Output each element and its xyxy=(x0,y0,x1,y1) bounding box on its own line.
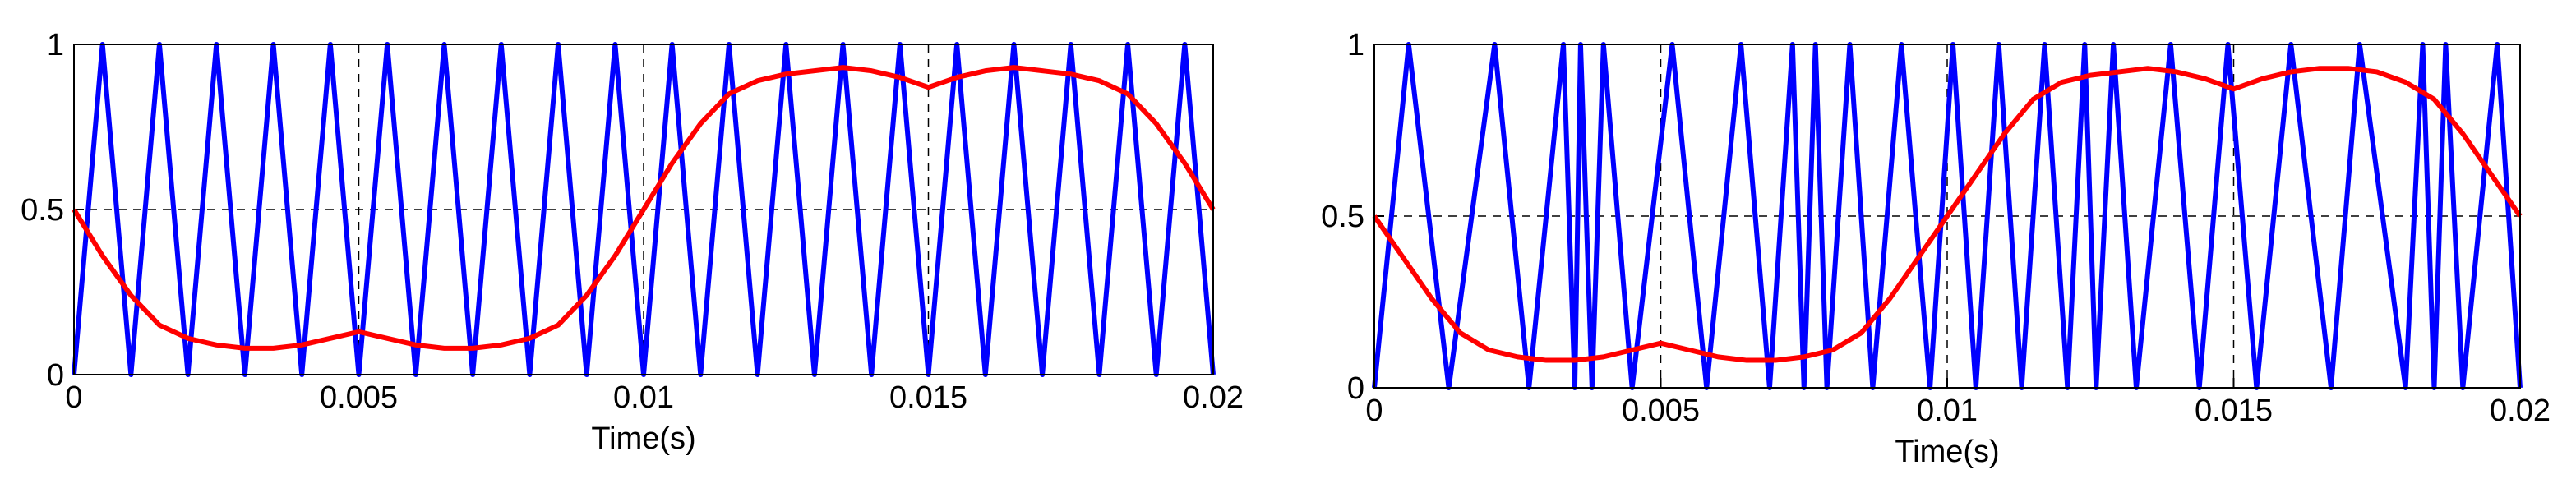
subplot: 0 0.005 0.01 0.015 0.02 0 0.5 1 Time(s) xyxy=(1321,28,2551,469)
x-tick-label: 0.01 xyxy=(613,380,674,415)
x-axis-label: Time(s) xyxy=(1895,435,1999,469)
x-tick-label: 0.015 xyxy=(2195,394,2273,428)
y-tick-label: 0.5 xyxy=(1321,200,1364,234)
subplot: 0 0.005 0.01 0.015 0.02 0 0.5 1 Time(s) xyxy=(21,28,1244,456)
x-tick-label: 0 xyxy=(65,380,82,415)
x-tick-label: 0.01 xyxy=(1917,394,1978,428)
x-tick-label: 0.005 xyxy=(1622,394,1700,428)
y-tick-label: 0 xyxy=(47,358,64,393)
x-tick-label: 0.005 xyxy=(320,380,398,415)
x-tick-label: 0.02 xyxy=(2490,394,2551,428)
x-tick-label: 0.02 xyxy=(1183,380,1244,415)
series-line xyxy=(1372,66,2523,363)
y-tick-label: 0 xyxy=(1347,371,1364,406)
y-tick-label: 1 xyxy=(1347,28,1364,62)
x-axis-label: Time(s) xyxy=(591,421,695,456)
y-tick-label: 1 xyxy=(47,28,64,62)
series-line xyxy=(72,65,1216,351)
x-tick-label: 0 xyxy=(1365,394,1383,428)
x-tick-label: 0.015 xyxy=(889,380,967,415)
y-tick-label: 0.5 xyxy=(21,193,64,228)
axes-frame xyxy=(73,44,1214,375)
axes-frame xyxy=(1373,44,2521,389)
